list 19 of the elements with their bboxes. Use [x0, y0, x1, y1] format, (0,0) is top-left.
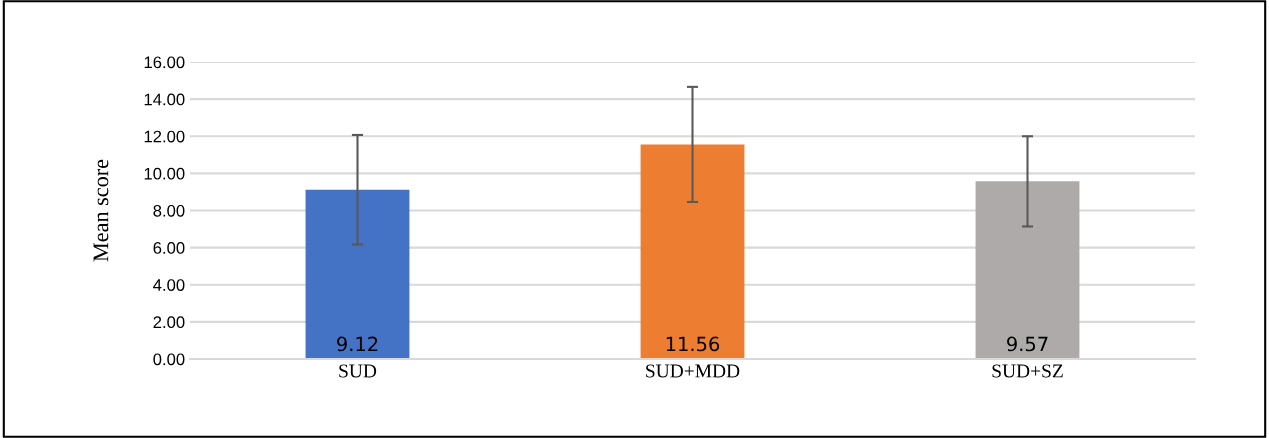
x-tick-label: SUD+MDD [646, 364, 740, 378]
y-tick-label: 4.00 [153, 279, 185, 291]
data-label: 9.12 [337, 336, 378, 352]
bar [305, 189, 410, 359]
bar [640, 144, 745, 359]
y-tick-label: 10.00 [144, 167, 185, 180]
x-tick-label: SUD+SZ [992, 364, 1063, 378]
y-tick-label: 6.00 [153, 242, 185, 254]
y-axis-title: Mean score [93, 159, 109, 262]
y-tick-label: 12.00 [144, 130, 185, 143]
y-tick-label: 16.00 [144, 56, 185, 69]
data-label: 11.56 [666, 336, 720, 352]
y-tick-label: 8.00 [153, 204, 185, 217]
y-tick-label: 14.00 [144, 93, 185, 106]
y-tick-label: 2.00 [153, 316, 185, 329]
y-tick-label: 0.00 [153, 353, 185, 366]
bar [975, 181, 1080, 359]
data-label: 9.57 [1007, 336, 1048, 352]
x-tick-label: SUD [339, 364, 377, 378]
